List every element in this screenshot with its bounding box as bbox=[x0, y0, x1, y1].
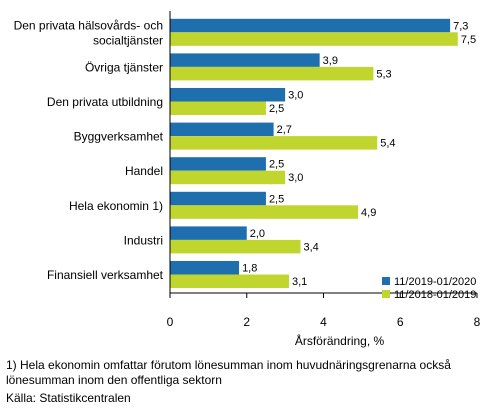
category-label: Industri bbox=[124, 233, 163, 247]
source-note: Källa: Statistikcentralen bbox=[6, 391, 131, 405]
bar-series-1 bbox=[170, 88, 286, 102]
x-axis-title: Årsförändring, % bbox=[295, 333, 385, 348]
legend-swatch bbox=[382, 277, 390, 285]
bar-series-2 bbox=[170, 66, 374, 81]
bar-series-2 bbox=[170, 170, 286, 185]
data-label: 7,3 bbox=[453, 20, 468, 32]
data-label: 3,0 bbox=[288, 90, 303, 102]
x-tick-label: 6 bbox=[397, 315, 404, 329]
bar-series-1 bbox=[170, 191, 266, 206]
bar-series-2 bbox=[170, 32, 458, 46]
bar-series-2 bbox=[170, 136, 378, 150]
bar-series-2 bbox=[170, 101, 266, 115]
data-label: 2,5 bbox=[269, 159, 284, 171]
bar-series-1 bbox=[170, 261, 240, 275]
category-label: Hela ekonomin 1) bbox=[69, 199, 163, 213]
bar-series-2 bbox=[170, 205, 359, 219]
data-label: 2,5 bbox=[269, 103, 284, 115]
data-label: 7,5 bbox=[461, 34, 476, 46]
data-label: 4,9 bbox=[361, 207, 376, 219]
data-label: 3,4 bbox=[303, 241, 318, 253]
legend-label: 11/2018-01/2019 bbox=[394, 289, 476, 301]
footnote: 1) Hela ekonomin omfattar förutom lönesu… bbox=[6, 358, 451, 387]
category-label: Finansiell verksamhet bbox=[47, 268, 164, 282]
legend-label: 11/2019-01/2020 bbox=[394, 276, 476, 288]
category-label: Handel bbox=[125, 164, 163, 178]
data-label: 5,3 bbox=[376, 68, 391, 80]
bar-series-1 bbox=[170, 53, 320, 67]
data-label: 3,1 bbox=[292, 276, 307, 288]
data-label: 2,5 bbox=[269, 193, 284, 205]
legend-swatch bbox=[382, 290, 390, 298]
bar-series-1 bbox=[170, 157, 266, 171]
data-label: 3,9 bbox=[323, 55, 338, 67]
category-label: Byggverksamhet bbox=[74, 130, 164, 144]
data-label: 5,4 bbox=[380, 138, 395, 150]
x-tick-label: 4 bbox=[320, 315, 327, 329]
bar-series-2 bbox=[170, 274, 289, 288]
category-label: Övriga tjänster bbox=[85, 60, 163, 74]
bar-series-2 bbox=[170, 239, 301, 254]
x-tick-label: 2 bbox=[243, 315, 250, 329]
category-label: Den privata utbildning bbox=[47, 95, 163, 109]
data-label: 3,0 bbox=[288, 172, 303, 184]
bar-series-1 bbox=[170, 122, 274, 137]
bar-series-1 bbox=[170, 18, 451, 33]
data-label: 2,7 bbox=[277, 124, 292, 136]
bar-chart: Den privata hälsovårds- ochsocialtjänste… bbox=[14, 11, 481, 348]
bar-series-1 bbox=[170, 226, 247, 240]
data-label: 1,8 bbox=[242, 263, 257, 275]
x-tick-label: 0 bbox=[167, 315, 174, 329]
category-label: Den privata hälsovårds- och bbox=[14, 18, 163, 32]
data-label: 2,0 bbox=[250, 228, 265, 240]
category-label: socialtjänster bbox=[93, 33, 163, 47]
x-tick-label: 8 bbox=[474, 315, 481, 329]
